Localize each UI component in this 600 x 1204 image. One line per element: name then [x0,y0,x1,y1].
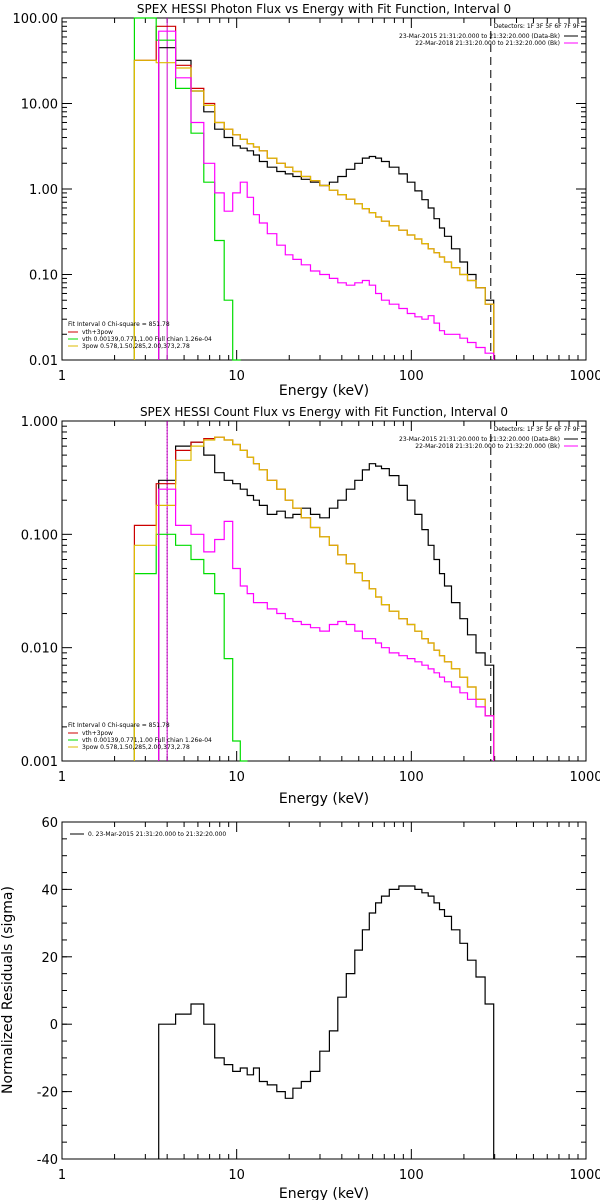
x-tick-label: 10 [228,369,245,384]
series-line-vth-3pow [134,437,493,761]
photon-flux-panel: SPEX HESSI Photon Flux vs Energy with Fi… [13,2,600,399]
count-frame [62,421,586,761]
x-tick-label: 100 [399,369,424,384]
y-tick-label: 100.00 [13,12,59,27]
residuals-frame [62,822,586,1159]
legend-detectors: Detectors: 1F 3F 5F 6F 7F 9F [494,426,581,433]
x-tick-label: 1 [58,369,66,384]
y-tick-label: 1.000 [21,415,58,430]
legend-right-text: 23-Mar-2015 21:31:20.000 to 21:32:20.000… [399,33,560,40]
photon-series [134,18,493,360]
x-tick-label: 10 [228,1168,245,1183]
legend-left-text: vth+3pow [82,329,113,336]
series-line-3pow [134,437,493,761]
residuals-ticks: 1 10 100 1000 60 40 20 0 -20 -40 [37,816,600,1183]
y-tick-label: -20 [37,1086,58,1101]
legend-fit-header: Fit Interval 0 Chi-square = 851.78 [68,722,170,729]
photon-xlabel: Energy (keV) [279,383,369,399]
y-tick-label: 20 [41,951,58,966]
legend-right-text: 23-Mar-2015 21:31:20.000 to 21:32:20.000… [399,436,560,443]
legend-right-text: 22-Mar-2018 21:31:20.000 to 21:32:20.000… [415,443,560,450]
series-line-data-bk [159,442,494,761]
legend-left-text: 3pow 0.578,1.50,285,2.00,373,2.78 [82,343,190,350]
series-line-3pow [134,60,493,360]
legend-left-text: vth+3pow [82,730,113,737]
x-tick-label: 10 [228,770,245,785]
legend-left-text: vth 0.00139,0.771,1.00 Full chian 1.26e-… [82,737,212,744]
x-tick-label: 1000 [569,770,600,785]
legend-left-text: 3pow 0.578,1.50,285,2.00,373,2.78 [82,744,190,751]
residuals-ylabel: Normalized Residuals (sigma) [0,886,16,1094]
y-tick-label: 60 [41,816,58,831]
photon-legend: Detectors: 1F 3F 5F 6F 7F 9F 23-Mar-2015 … [68,23,581,350]
photon-frame [62,18,586,360]
series-line-data-bk [159,48,494,360]
series-line-vth [134,18,240,360]
legend-left-text: 0. 23-Mar-2015 21:31:20.000 to 21:32:20.… [88,831,226,838]
legend-fit-header: Fit Interval 0 Chi-square = 851.78 [68,321,170,328]
residuals-xlabel: Energy (keV) [279,1186,369,1200]
x-tick-label: 1 [58,1168,66,1183]
y-tick-label: 0.010 [21,642,58,657]
x-tick-label: 100 [399,1168,424,1183]
residuals-legend: 0. 23-Mar-2015 21:31:20.000 to 21:32:20.… [70,831,226,838]
photon-title: SPEX HESSI Photon Flux vs Energy with Fi… [137,2,511,16]
series-line-bk [159,489,494,761]
series-line-vth-3pow [134,26,493,360]
y-tick-label: -40 [37,1153,58,1168]
series-line-bk [159,31,494,360]
legend-right-text: 22-Mar-2018 21:31:20.000 to 21:32:20.000… [415,40,560,47]
legend-left-text: vth 0.00139,0.771,1.00 Full chian 1.26e-… [82,336,212,343]
y-tick-label: 1.00 [29,183,58,198]
y-tick-label: 0.001 [21,755,58,770]
y-tick-label: 0.01 [29,354,58,369]
y-tick-label: 40 [41,883,58,898]
y-tick-label: 0.10 [29,269,58,284]
x-tick-label: 1000 [569,1168,600,1183]
series-line-0-23-mar-2015-21-31-20-000-to-21-32-20-000 [159,886,494,1159]
count-flux-panel: SPEX HESSI Count Flux vs Energy with Fit… [21,405,600,807]
count-legend: Detectors: 1F 3F 5F 6F 7F 9F 23-Mar-2015 … [68,426,581,751]
y-tick-label: 10.00 [21,98,58,113]
count-xlabel: Energy (keV) [279,791,369,807]
residuals-panel: Energy (keV) Normalized Residuals (sigma… [0,816,600,1200]
x-tick-label: 100 [399,770,424,785]
x-tick-label: 1 [58,770,66,785]
y-tick-label: 0.100 [21,528,58,543]
residuals-series [159,886,494,1159]
count-title: SPEX HESSI Count Flux vs Energy with Fit… [140,405,508,419]
y-tick-label: 0 [50,1018,58,1033]
x-tick-label: 1000 [569,369,600,384]
count-series [134,421,493,761]
legend-detectors: Detectors: 1F 3F 5F 6F 7F 9F [494,23,581,30]
